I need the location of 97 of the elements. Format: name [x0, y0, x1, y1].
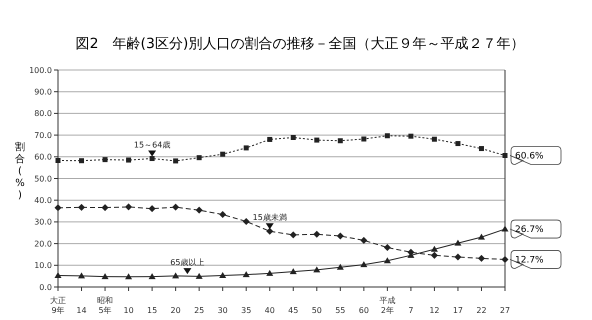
point [336, 264, 344, 270]
point [242, 271, 250, 278]
point [125, 273, 132, 280]
point [314, 138, 320, 143]
point [125, 203, 132, 210]
y-tick-label: 10.0 [34, 261, 52, 270]
point [267, 136, 272, 142]
point [172, 204, 180, 211]
series-label: 15～64歳 [134, 140, 170, 150]
point [313, 230, 320, 238]
y-tick-label: 60.0 [34, 152, 52, 162]
point [313, 266, 320, 272]
y-tick-label: 30.0 [34, 218, 52, 227]
point [78, 204, 86, 211]
point [56, 158, 60, 163]
point [219, 211, 226, 218]
point [478, 146, 484, 152]
point [360, 261, 368, 268]
point [502, 226, 508, 232]
point [266, 228, 274, 235]
point [244, 145, 249, 150]
point [502, 153, 508, 158]
point [384, 257, 391, 264]
point [478, 254, 485, 262]
y-tick-label: 0.0 [39, 282, 52, 292]
x-tick-label: 17 [452, 306, 464, 315]
y-tick-label: 40.0 [34, 196, 52, 205]
x-tick-label: 12 [429, 306, 440, 315]
point [432, 136, 437, 142]
x-tick-label: 22 [476, 306, 487, 315]
x-tick-label: 昭和 5年 [97, 296, 114, 315]
point [455, 141, 460, 146]
point [290, 268, 297, 274]
x-tick-label: 25 [194, 306, 204, 315]
point [502, 256, 508, 263]
y-tick-label: 100.0 [29, 66, 52, 75]
point [196, 206, 203, 214]
point [266, 270, 274, 276]
point [148, 205, 156, 212]
point [290, 231, 297, 238]
x-tick-label: 20 [170, 306, 181, 315]
y-tick-label: 80.0 [34, 109, 52, 118]
point [150, 156, 155, 162]
point [126, 158, 132, 163]
x-tick-label: 15 [147, 306, 158, 315]
x-tick-label: 大正 9年 [50, 296, 66, 315]
y-tick-label: 90.0 [34, 88, 52, 96]
point [148, 273, 156, 280]
point [336, 232, 344, 240]
point [79, 158, 84, 164]
x-tick-label: 30 [218, 306, 228, 315]
point [338, 138, 343, 144]
point [220, 152, 226, 157]
x-tick-label: 55 [335, 306, 346, 315]
data-label: 26.7% [515, 225, 544, 236]
point [173, 158, 178, 164]
point [360, 236, 368, 244]
x-tick-label: 60 [358, 306, 369, 315]
point [361, 136, 366, 142]
x-tick-label: 10 [123, 306, 134, 315]
y-axis-title: 割合(%) [15, 141, 25, 201]
x-tick-label: 45 [288, 306, 298, 315]
x-tick-label: 14 [76, 306, 87, 315]
y-tick-label: 70.0 [34, 130, 52, 140]
point [384, 133, 390, 138]
point [454, 240, 462, 246]
point [78, 272, 86, 278]
point [384, 244, 391, 252]
series-label: 65歳以上 [170, 258, 204, 268]
point [196, 272, 203, 279]
point [430, 246, 438, 252]
x-tick-label: 平成 2年 [379, 296, 396, 315]
series-label: 15歳未満 [252, 213, 287, 222]
point [408, 134, 414, 139]
point [102, 157, 108, 162]
y-tick-label: 20.0 [34, 239, 52, 248]
chart-title: 図2 年齢(3区分)別人口の割合の推移－全国（大正９年～平成２７年） [76, 36, 524, 52]
data-label: 60.6% [515, 152, 544, 162]
x-tick-label: 50 [312, 306, 322, 315]
x-tick-label: 35 [241, 306, 252, 315]
point [290, 134, 296, 140]
point [54, 204, 62, 212]
point [242, 218, 250, 225]
y-tick-label: 50.0 [34, 174, 52, 184]
point [196, 155, 202, 160]
x-tick-label: 27 [500, 306, 510, 315]
point [54, 272, 62, 278]
point [478, 234, 485, 240]
data-label: 12.7% [515, 256, 544, 266]
x-tick-label: 40 [264, 306, 275, 315]
x-tick-label: 7 [408, 306, 414, 315]
point [172, 272, 180, 278]
point [430, 252, 438, 259]
point [219, 272, 226, 278]
point [454, 254, 462, 261]
point [102, 273, 109, 280]
point [102, 204, 109, 212]
